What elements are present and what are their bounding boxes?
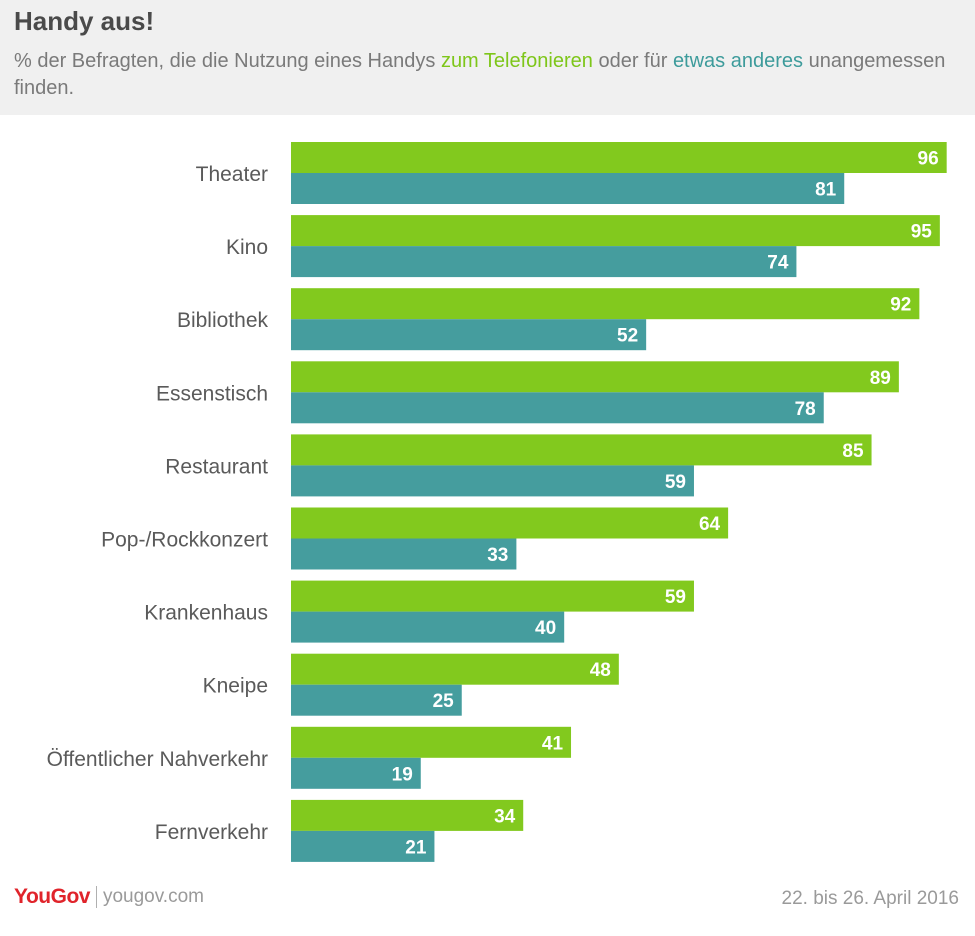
- bar-anderes: [291, 684, 462, 716]
- bar-value-label: 52: [617, 326, 638, 347]
- bar-value-label: 74: [767, 253, 789, 274]
- logo-separator: [95, 886, 97, 908]
- category-label: Kino: [226, 236, 268, 259]
- bar-value-label: 34: [494, 806, 516, 827]
- category-label: Krankenhaus: [144, 602, 268, 625]
- bar-value-label: 59: [665, 587, 686, 608]
- bar-anderes: [291, 173, 845, 204]
- subtitle-series-telefonieren: zum Telefonieren: [440, 50, 593, 72]
- bar-value-label: 19: [392, 764, 413, 785]
- bar-anderes: [291, 465, 694, 497]
- bar-anderes: [291, 538, 517, 570]
- bar-telefonieren: [291, 653, 619, 685]
- bar-value-label: 40: [535, 618, 556, 639]
- bar-telefonieren: [291, 361, 899, 393]
- bar-value-label: 96: [918, 149, 939, 170]
- category-label: Fernverkehr: [155, 821, 268, 844]
- bar-value-label: 21: [405, 837, 427, 858]
- bar-value-label: 33: [487, 545, 508, 566]
- bar-telefonieren: [291, 580, 694, 612]
- bar-value-label: 25: [433, 691, 455, 712]
- bar-telefonieren: [291, 434, 872, 466]
- chart-header: Handy aus! % der Befragten, die die Nutz…: [0, 0, 975, 115]
- footer-site: yougov.com: [102, 886, 204, 907]
- subtitle-text-3: unangemessen finden.: [14, 50, 946, 99]
- chart-title: Handy aus!: [14, 6, 155, 36]
- bar-chart: Theater 96 81 Kino 95 74 Bibliothek 92 52 Essenst…: [47, 142, 947, 862]
- category-label: Öffentlicher Nahverkehr: [47, 748, 268, 771]
- bar-telefonieren: [291, 799, 524, 831]
- bar-telefonieren: [291, 507, 729, 539]
- bar-value-label: 78: [795, 399, 816, 420]
- category-label: Restaurant: [165, 455, 268, 478]
- subtitle-series-anderes: etwas anderes: [672, 50, 804, 72]
- chart-subtitle: % der Befragten, die die Nutzung eines H…: [14, 48, 964, 102]
- category-label: Bibliothek: [177, 309, 269, 332]
- yougov-logo: You Gov yougov.com: [14, 880, 204, 914]
- bar-anderes: [291, 319, 647, 351]
- bar-telefonieren: [291, 726, 572, 758]
- bar-value-label: 81: [815, 180, 837, 201]
- bar-telefonieren: [291, 142, 947, 173]
- category-label: Theater: [196, 163, 268, 186]
- bar-value-label: 85: [842, 441, 864, 462]
- footer-date: 22. bis 26. April 2016: [781, 888, 959, 909]
- logo-gov: Gov: [50, 885, 91, 908]
- bar-value-label: 59: [665, 472, 686, 493]
- subtitle-text-1: % der Befragten, die die Nutzung eines H…: [14, 50, 441, 72]
- subtitle-text-2: oder für: [592, 50, 673, 72]
- bar-value-label: 95: [911, 222, 933, 243]
- bar-value-label: 41: [542, 733, 564, 754]
- category-label: Essenstisch: [156, 382, 268, 405]
- logo-you: You: [14, 885, 51, 908]
- category-label: Pop-/Rockkonzert: [101, 529, 268, 552]
- bar-anderes: [291, 830, 435, 862]
- bar-telefonieren: [291, 288, 920, 320]
- category-label: Kneipe: [203, 675, 268, 698]
- bar-value-label: 64: [699, 514, 721, 535]
- bar-anderes: [291, 246, 797, 278]
- bar-anderes: [291, 611, 565, 643]
- bar-anderes: [291, 392, 824, 424]
- bar-telefonieren: [291, 215, 940, 247]
- bar-anderes: [291, 757, 421, 789]
- bar-value-label: 89: [870, 368, 891, 389]
- bar-value-label: 92: [890, 295, 911, 316]
- bar-value-label: 48: [590, 660, 611, 681]
